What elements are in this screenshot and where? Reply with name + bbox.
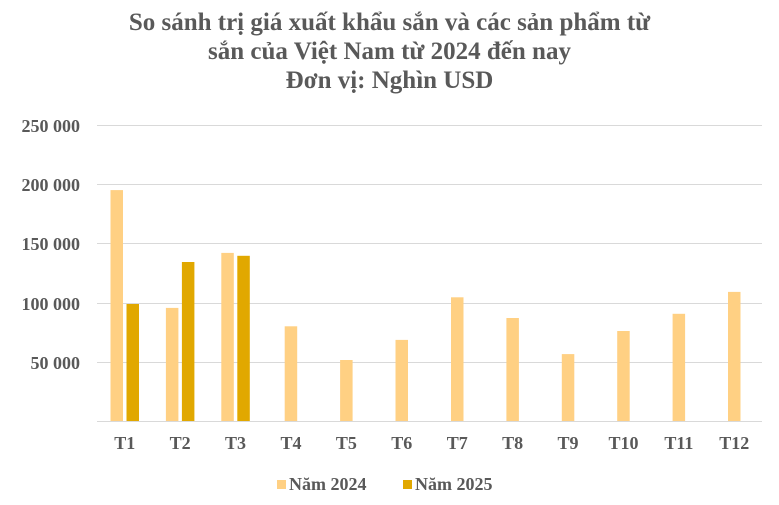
bar-t8-2024[interactable] (506, 318, 519, 421)
bar-t12-2024[interactable] (728, 291, 741, 421)
bar-t5-2024[interactable] (340, 360, 353, 421)
y-tick-label: 200 000 (21, 174, 81, 195)
legend: Năm 2024 Năm 2025 (0, 473, 779, 495)
bar-t3-2025[interactable] (237, 255, 250, 421)
x-tick-label: T11 (664, 433, 694, 453)
bar-t2-2025[interactable] (181, 262, 195, 421)
legend-label-2024: Năm 2024 (289, 474, 367, 494)
bar-t2-2024[interactable] (165, 307, 179, 421)
bar-t7-2024[interactable] (451, 297, 464, 421)
title-unit: Đơn vị: Nghìn USD (285, 67, 494, 94)
legend-swatch-2025 (403, 479, 412, 489)
bar-t1-2024[interactable] (110, 190, 124, 421)
title-line-1: So sánh trị giá xuất khẩu sắn và các sản… (128, 9, 651, 36)
y-tick-label: 100 000 (21, 293, 81, 314)
x-tick-label: T2 (169, 433, 191, 453)
chart-title: So sánh trị giá xuất khẩu sắn và các sản… (0, 8, 779, 95)
x-tick-label: T12 (719, 433, 750, 453)
bar-t3-2024[interactable] (221, 252, 234, 421)
gridlines (97, 125, 762, 422)
bar-t11-2024[interactable] (672, 313, 686, 421)
x-tick-label: T1 (114, 433, 136, 453)
x-tick-label: T3 (225, 433, 247, 453)
legend-item-2025[interactable]: Năm 2025 (403, 473, 493, 495)
legend-item-2024[interactable]: Năm 2024 (277, 473, 367, 495)
x-tick-label: T7 (446, 433, 468, 453)
y-tick-label: 150 000 (21, 233, 81, 254)
bars (110, 190, 741, 421)
x-tick-label: T5 (335, 433, 357, 453)
x-tick-label: T8 (502, 433, 524, 453)
y-tick-label: 250 000 (21, 115, 81, 136)
x-tick-label: T4 (280, 433, 302, 453)
bar-t4-2024[interactable] (284, 326, 298, 421)
bar-t9-2024[interactable] (561, 354, 575, 421)
bar-t6-2024[interactable] (395, 339, 409, 421)
title-line-2: sắn của Việt Nam từ 2024 đến nay (208, 38, 571, 65)
y-tick-label: 50 000 (30, 352, 81, 373)
bar-t10-2024[interactable] (617, 331, 630, 421)
legend-swatch-2024 (277, 479, 286, 489)
legend-label-2025: Năm 2025 (415, 474, 493, 494)
x-tick-label: T6 (391, 433, 413, 453)
bar-t1-2025[interactable] (126, 304, 140, 421)
x-tick-label: T10 (608, 433, 639, 453)
x-tick-label: T9 (557, 433, 579, 453)
